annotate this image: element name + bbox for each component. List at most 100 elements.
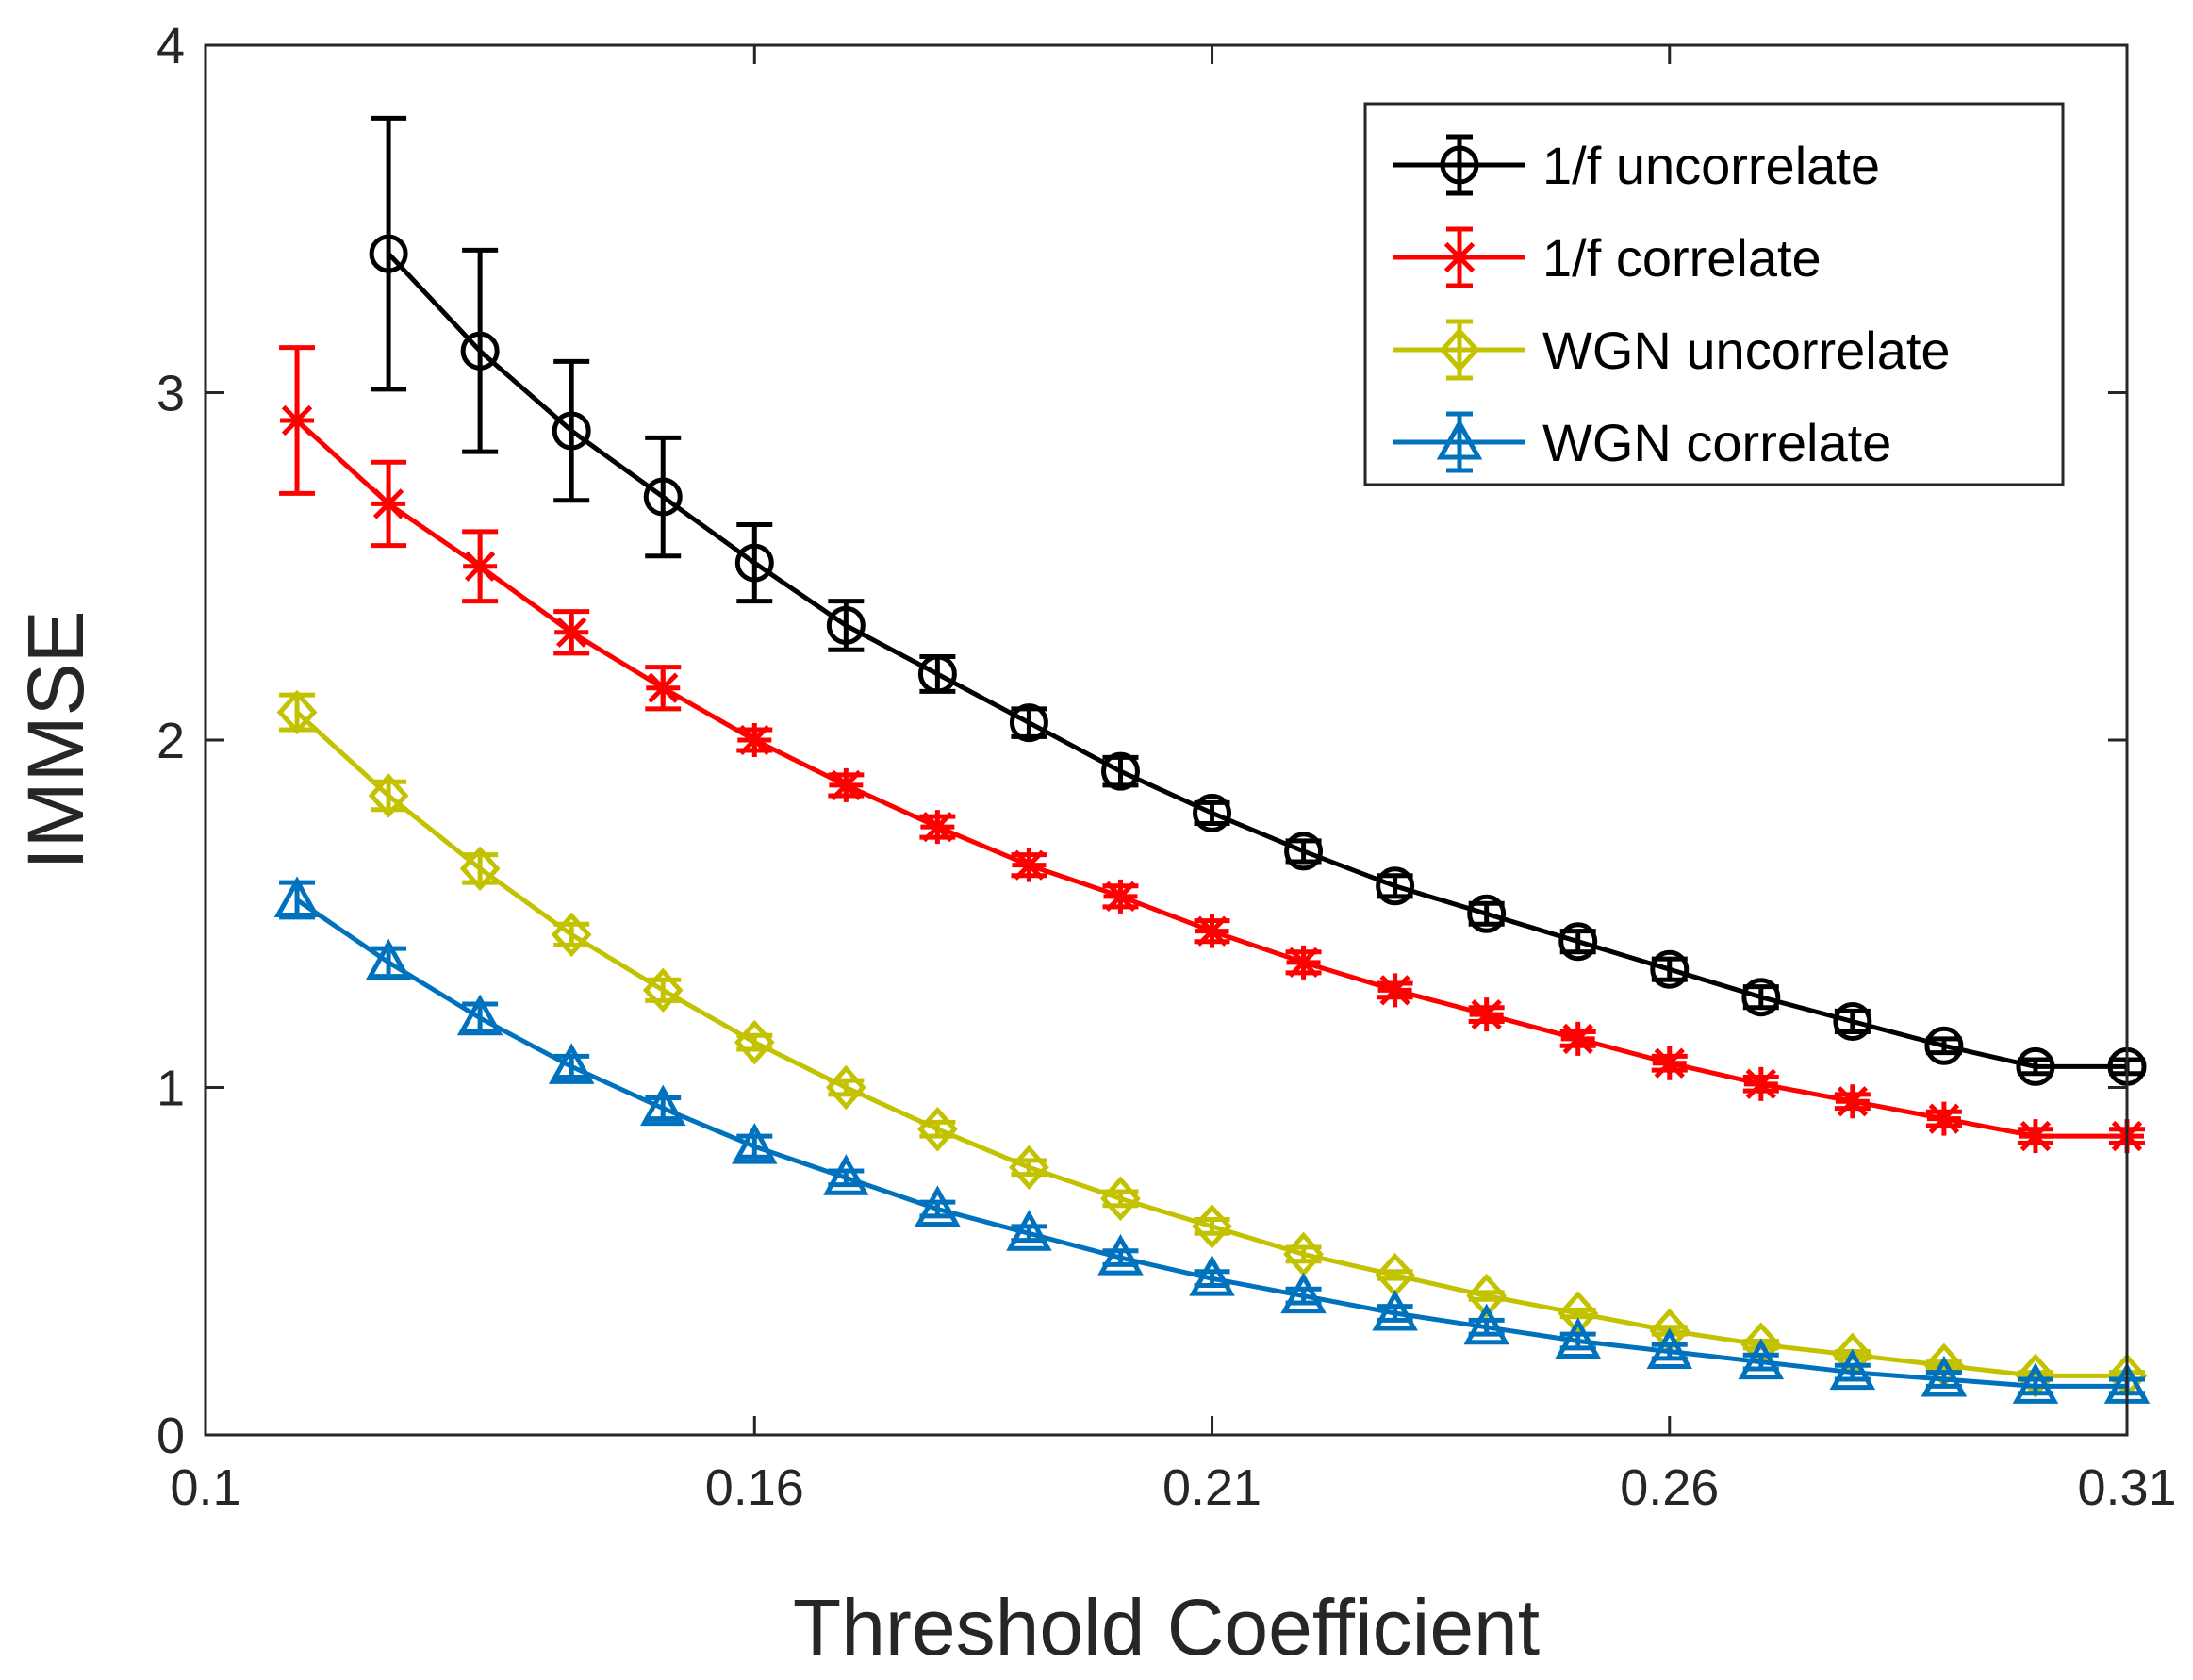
error-bar [645,435,682,559]
data-point [639,1084,686,1127]
data-point [1743,1066,1778,1101]
series-2 [279,345,2145,1154]
error-bar [553,1053,590,1079]
y-tick-label: 3 [157,366,185,422]
data-point [1741,978,1781,1017]
x-axis-title: Threshold Coefficient [793,1583,1540,1672]
data-point [1372,1289,1418,1331]
y-tick-labels: 0 1 2 3 4 [157,18,185,1464]
data-point [1280,1272,1327,1314]
legend-marker [1443,240,1476,274]
data-point [1009,1145,1049,1190]
error-bar [371,779,407,813]
series-4 [273,876,2151,1404]
data-point [1924,1026,1964,1065]
data-point [369,234,408,273]
data-point [642,967,684,1013]
data-point [646,670,681,705]
data-point [1833,1001,1872,1041]
y-tick-label: 1 [157,1061,185,1117]
data-point [1555,1317,1601,1359]
x-tick-label: 0.1 [170,1459,240,1516]
data-point [1195,914,1229,948]
y-tick-label: 0 [157,1408,185,1464]
data-point [463,549,498,584]
data-point [1376,866,1415,906]
data-point [460,331,500,371]
data-point [825,1064,866,1111]
error-bar [736,1133,773,1160]
data-point [829,767,864,802]
legend-label: WGN correlate [1542,413,1891,472]
data-point [552,411,591,451]
data-point [1646,1327,1693,1370]
error-bar [462,852,499,885]
data-point [368,773,409,818]
data-point [1192,1204,1232,1249]
data-point [365,938,412,980]
legend-item: WGN correlate [1393,411,1891,473]
legend-item: 1/f uncorrelate [1393,134,1880,196]
y-tick-label: 2 [157,713,185,769]
series-layer [273,115,2151,1404]
data-point [1189,1255,1235,1296]
data-point [1926,1101,1961,1136]
error-bar [2017,1057,2053,1077]
data-point [643,477,683,517]
data-point [823,1154,869,1195]
legend-label: 1/f uncorrelate [1542,136,1880,195]
data-point [1100,1176,1141,1222]
data-point [554,615,589,650]
data-point [1103,879,1138,914]
error-bar [371,115,407,392]
data-point [732,1122,778,1164]
data-point [371,486,406,521]
data-point [1100,751,1140,791]
data-point [1650,949,1690,989]
data-point [459,846,501,892]
legend: 1/f uncorrelate 1/f correlate WGN uncorrel… [1363,102,2065,486]
legend-item: 1/f correlate [1393,226,1822,288]
data-point [1558,922,1598,962]
data-point [1469,997,1504,1032]
data-point [1193,793,1232,832]
data-point [826,605,866,645]
data-point [1006,1210,1052,1251]
data-point [915,1185,961,1227]
data-point [280,403,315,437]
data-point [917,1106,958,1152]
data-point [1284,832,1324,871]
error-bar [736,522,773,604]
x-tick-label: 0.26 [1620,1459,1719,1516]
x-tick-label: 0.21 [1162,1459,1261,1516]
plot-box [204,43,2129,1437]
data-point [456,994,503,1036]
data-point [1009,703,1048,743]
data-point [1738,1338,1785,1380]
data-point [1097,1233,1144,1276]
error-bar [553,358,590,503]
legend-label: 1/f correlate [1542,228,1822,288]
x-tick-label: 0.31 [2077,1459,2176,1516]
data-point [1467,894,1507,933]
error-bar [645,1095,682,1122]
data-point [734,543,774,583]
data-point [273,876,321,918]
legend-marker [1440,145,1479,185]
data-point [1286,945,1321,980]
legend-marker [1439,327,1480,372]
data-point [1466,1273,1508,1319]
legend-label: WGN uncorrelate [1542,321,1951,380]
data-point [1012,848,1047,882]
data-point [917,654,957,694]
x-tick-labels: 0.1 0.16 0.21 0.26 0.31 [170,1459,2176,1516]
y-tick-label: 4 [157,18,185,74]
data-point [920,810,955,845]
data-point [1377,973,1412,1008]
data-point [1560,1021,1595,1056]
x-tick-label: 0.16 [705,1459,804,1516]
data-point [1921,1355,1968,1397]
data-point [551,912,592,958]
legend-item: WGN uncorrelate [1393,319,1951,381]
